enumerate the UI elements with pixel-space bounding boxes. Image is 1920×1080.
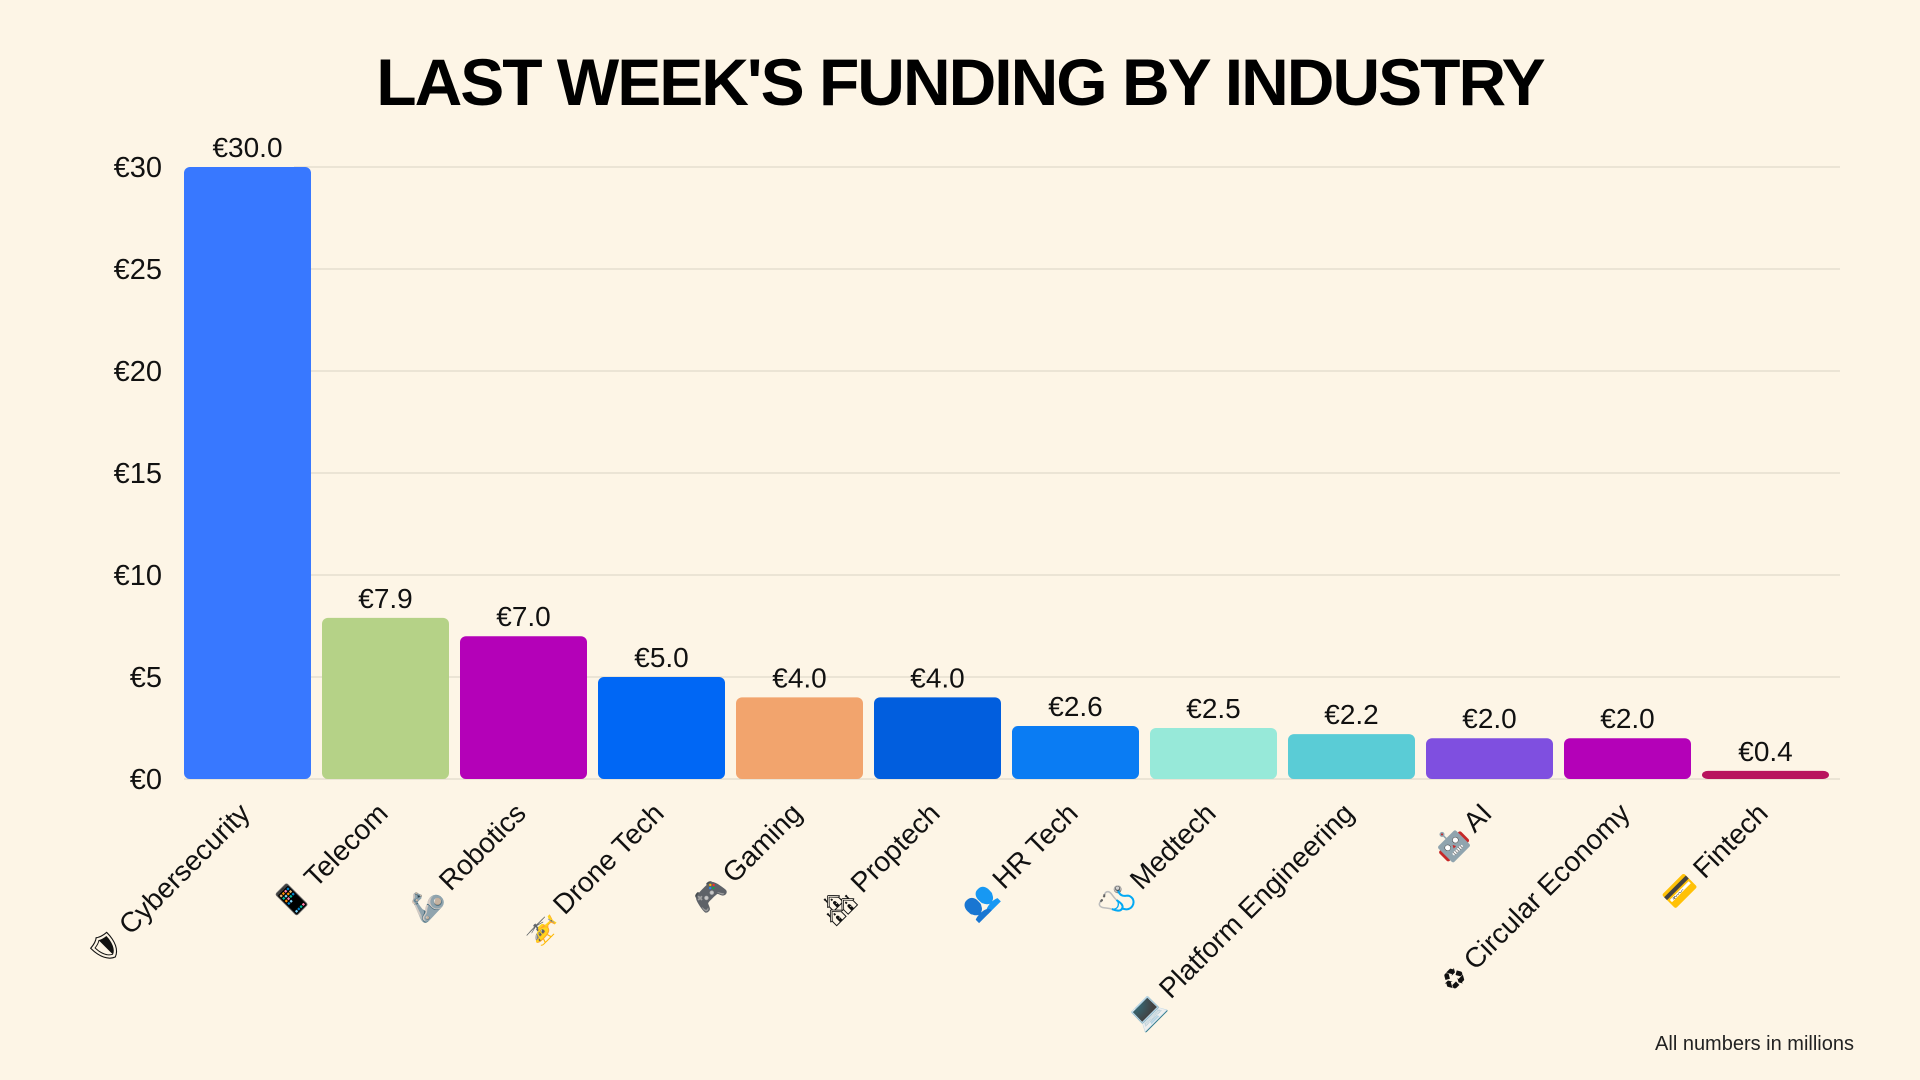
category-text: Gaming [716, 797, 807, 888]
y-tick-label: €25 [114, 254, 162, 286]
y-tick-label: €30 [114, 152, 162, 184]
bar-gaming [736, 697, 863, 779]
bar-hr-tech [1012, 725, 1139, 779]
category-text: Proptech [845, 797, 946, 898]
y-tick-label: €5 [130, 662, 162, 694]
category-label: 📱 Telecom [268, 797, 395, 924]
category-label: 🦾 Robotics [403, 797, 533, 927]
category-text: HR Tech [986, 797, 1083, 894]
bar-proptech [874, 697, 1001, 779]
category-label: 💳 Fintech [1657, 797, 1774, 914]
bar-telecom [322, 617, 449, 779]
category-label: 🤖 AI [1427, 797, 1498, 868]
category-label: 👥 HR Tech [956, 797, 1084, 925]
bar-value-label: €2.0 [1462, 703, 1517, 734]
category-text: Fintech [1687, 797, 1774, 884]
bar-value-label: €30.0 [212, 132, 282, 163]
category-label: 🩺 Medtech [1093, 797, 1222, 926]
bar-value-label: €5.0 [634, 642, 689, 673]
chart-title: LAST WEEK'S FUNDING BY INDUSTRY [376, 45, 1544, 119]
bar-ai [1426, 738, 1553, 779]
bar-value-label: €2.6 [1048, 691, 1103, 722]
bar-circular-economy [1564, 738, 1691, 779]
bar-value-label: €7.0 [496, 601, 551, 632]
bar-value-label: €2.0 [1600, 703, 1655, 734]
category-label: 🛡 Cybersecurity [82, 797, 256, 971]
y-tick-label: €20 [114, 356, 162, 388]
footnote: All numbers in millions [1655, 1033, 1854, 1055]
category-text: Cybersecurity [113, 797, 256, 940]
category-label: 🚁 Drone Tech [517, 797, 671, 951]
bar-platform-engineering [1288, 734, 1415, 779]
bar-value-label: €4.0 [910, 662, 965, 693]
bar-value-label: €2.5 [1186, 693, 1241, 724]
bar-value-label: €2.2 [1324, 699, 1379, 730]
category-label: 💻 Platform Engineering [1123, 797, 1361, 1035]
bar-drone-tech [598, 677, 725, 779]
bar-value-label: €7.9 [358, 583, 413, 614]
bar-robotics [460, 636, 587, 779]
bar-fintech [1702, 770, 1829, 779]
bar-medtech [1150, 728, 1277, 779]
category-text: Drone Tech [547, 797, 670, 920]
y-tick-label: €10 [114, 560, 162, 592]
y-tick-label: €0 [130, 764, 162, 796]
category-label: 🎮 Gaming [686, 797, 807, 918]
category-text: Medtech [1124, 797, 1222, 895]
category-text: Telecom [298, 797, 394, 893]
y-tick-label: €15 [114, 458, 162, 490]
category-text: Robotics [433, 797, 532, 896]
bar-cybersecurity [184, 167, 311, 779]
bar-value-label: €0.4 [1738, 736, 1793, 767]
bar-value-label: €4.0 [772, 662, 827, 693]
category-label: 🏘 Proptech [814, 797, 946, 929]
